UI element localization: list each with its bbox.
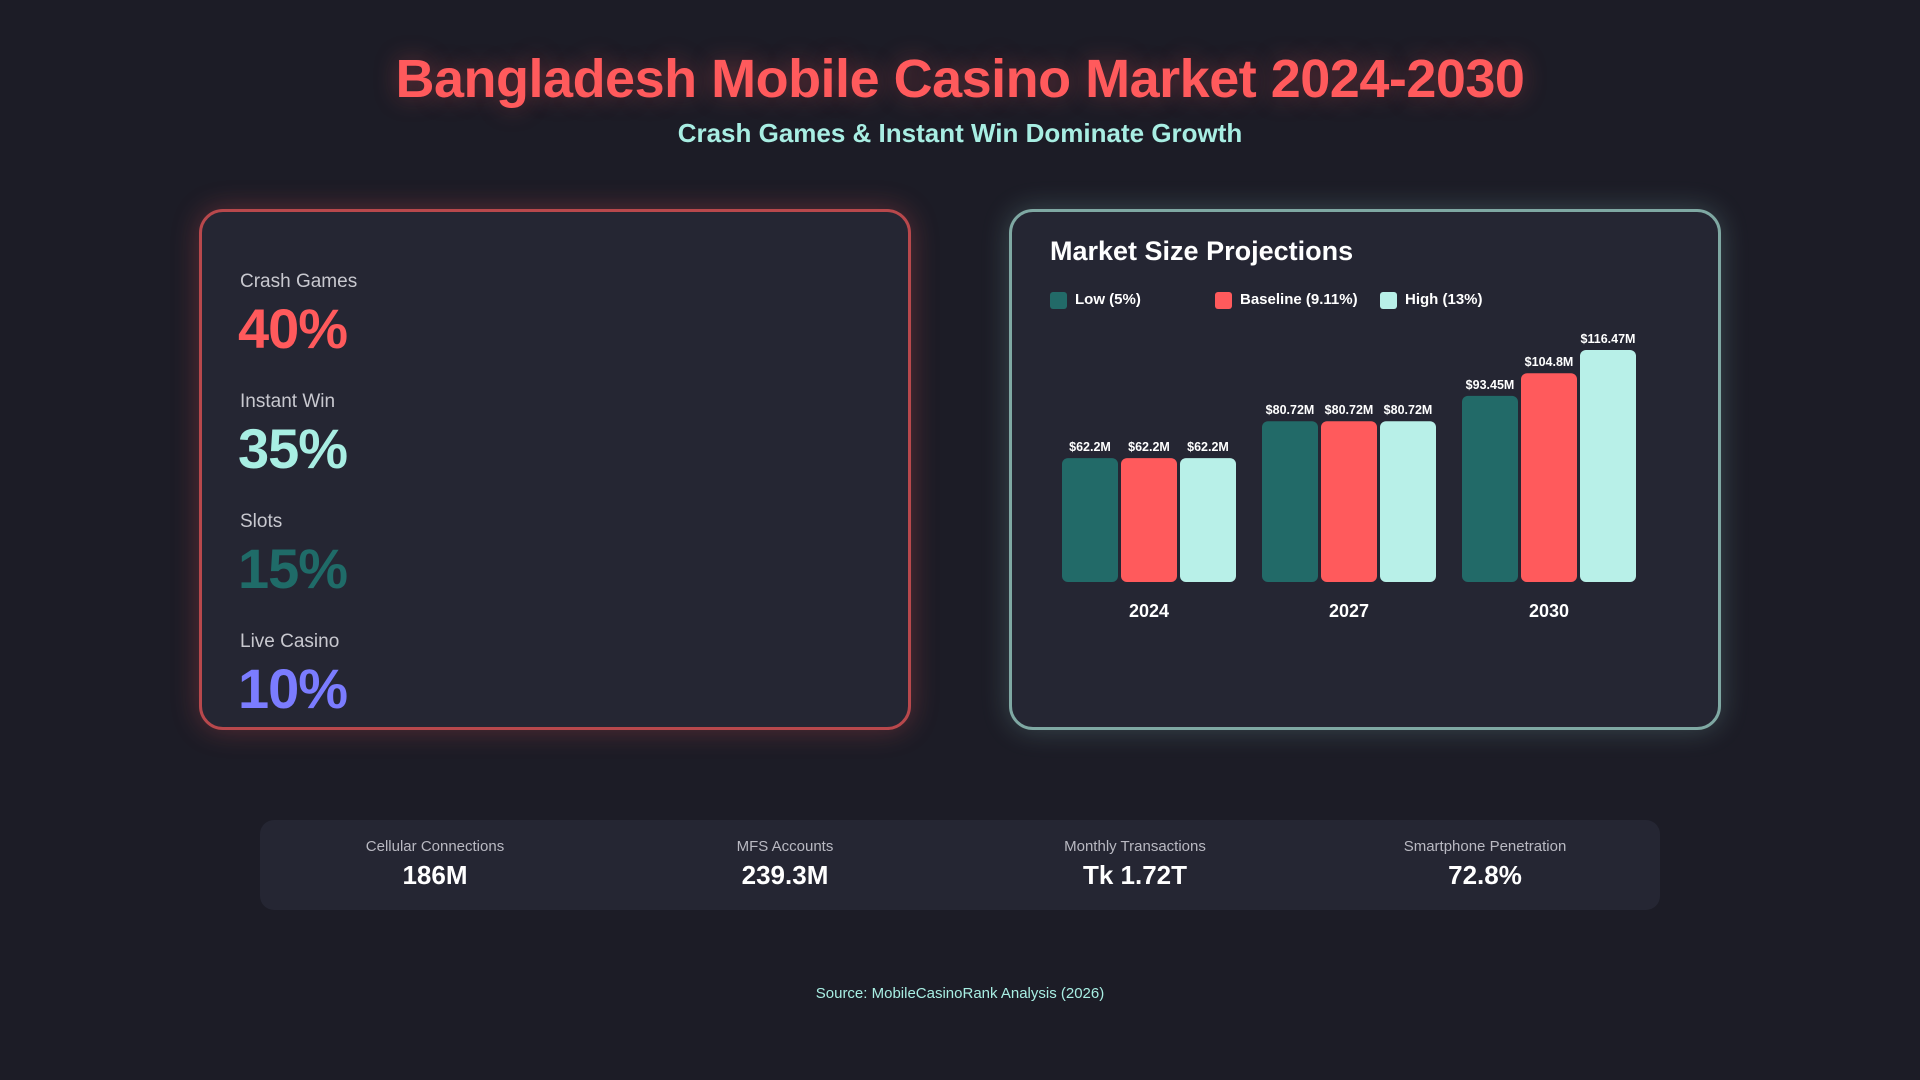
bar-value-label: $62.2M: [1187, 440, 1229, 454]
live-casino-value: 10%: [238, 657, 348, 720]
game-share-card: Crash Games 40% Instant Win 35% Slots 15…: [199, 209, 911, 730]
slots-value: 15%: [238, 537, 348, 600]
metric-value: 239.3M: [741, 860, 829, 890]
slots-label: Slots: [240, 511, 283, 532]
page-title: Bangladesh Mobile Casino Market 2024-203…: [395, 49, 1525, 109]
chart-title: Market Size Projections: [1050, 236, 1354, 266]
legend-swatch-low: [1050, 292, 1067, 309]
bar-value-label: $80.72M: [1325, 403, 1374, 417]
crash-games-label: Crash Games: [240, 271, 358, 292]
metric-label: MFS Accounts: [736, 838, 834, 855]
bar-value-label: $104.8M: [1525, 355, 1574, 369]
legend-label-baseline: Baseline (9.11%): [1240, 291, 1358, 308]
metric-monthly-transactions: Monthly Transactions Tk 1.72T: [960, 820, 1310, 910]
page-subtitle: Crash Games & Instant Win Dominate Growt…: [677, 118, 1243, 148]
key-metrics-bar: Cellular Connections 186M MFS Accounts 2…: [260, 820, 1660, 910]
market-size-bar-chart: $62.2M $62.2M $62.2M 2024 $80.72M $80.72M $80.…: [1062, 332, 1636, 621]
bar-value-label: $80.72M: [1384, 403, 1433, 417]
legend-label-high: High (13%): [1405, 291, 1483, 308]
metric-value: Tk 1.72T: [1082, 860, 1188, 890]
bar-value-label: $80.72M: [1266, 403, 1315, 417]
bar-2027-0: [1262, 421, 1318, 582]
bar-value-label: $93.45M: [1466, 378, 1515, 392]
bar-value-label: $62.2M: [1128, 440, 1170, 454]
bar-2024-1: [1121, 458, 1177, 582]
metric-smartphone-penetration: Smartphone Penetration 72.8%: [1310, 820, 1660, 910]
bar-2024-2: [1180, 458, 1236, 582]
metric-label: Monthly Transactions: [1064, 838, 1206, 855]
legend-label-low: Low (5%): [1075, 291, 1141, 308]
market-size-card: Market Size Projections Low (5%) Baselin…: [1009, 209, 1721, 730]
metric-value: 186M: [402, 860, 468, 890]
bar-2027-1: [1321, 421, 1377, 582]
instant-win-value: 35%: [238, 417, 348, 480]
source-note: Source: MobileCasinoRank Analysis (2026): [815, 985, 1105, 1002]
bar-2024-0: [1062, 458, 1118, 582]
metric-label: Smartphone Penetration: [1403, 838, 1567, 855]
bar-2030-0: [1462, 395, 1518, 582]
crash-games-value: 40%: [238, 297, 348, 360]
legend-swatch-high: [1380, 292, 1397, 309]
metric-label: Cellular Connections: [365, 838, 505, 855]
metric-cellular-connections: Cellular Connections 186M: [260, 820, 610, 910]
metric-mfs-accounts: MFS Accounts 239.3M: [610, 820, 960, 910]
x-tick-label: 2030: [1529, 601, 1569, 621]
live-casino-label: Live Casino: [240, 631, 340, 652]
bar-2030-2: [1580, 350, 1636, 582]
x-tick-label: 2024: [1129, 601, 1169, 621]
bar-value-label: $62.2M: [1069, 440, 1111, 454]
metric-value: 72.8%: [1448, 860, 1522, 890]
bar-2030-1: [1521, 373, 1577, 582]
instant-win-label: Instant Win: [240, 391, 336, 412]
chart-legend: Low (5%) Baseline (9.11%) High (13%): [1050, 290, 1650, 312]
bar-value-label: $116.47M: [1581, 332, 1636, 346]
legend-swatch-baseline: [1215, 292, 1232, 309]
bar-2027-2: [1380, 421, 1436, 582]
x-tick-label: 2027: [1329, 601, 1369, 621]
